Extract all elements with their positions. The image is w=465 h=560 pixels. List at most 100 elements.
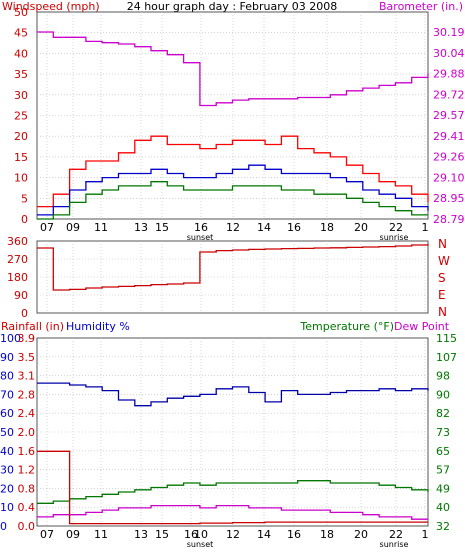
hour-tick-label: 16 [287,528,301,541]
humidity-tick-label: 80 [0,370,14,383]
rainfall-tick-label: 3.9 [18,332,36,345]
rainfall-tick-label: 2.4 [18,407,36,420]
wind-gust-line [37,135,429,208]
rainfall-tick-label: 3.5 [18,351,36,364]
wind-average-line [37,164,429,216]
temperature-tick-label: 32 [436,520,450,533]
sunset-marker: sunset [187,540,214,549]
rainfall-tick-label: 0.4 [18,501,36,514]
windspeed-tick-label: 30 [14,89,28,102]
humidity-tick-label: 100 [0,332,21,345]
hour-tick-label: 22 [389,528,403,541]
windspeed-tick-label: 10 [14,172,28,185]
windspeed-tick-label: 25 [14,110,28,123]
hour-tick-label: 16 [287,221,301,234]
hour-tick-label: 09 [66,528,80,541]
hour-tick-label: 12 [226,528,240,541]
hour-tick-label: 09 [66,221,80,234]
temperature-tick-label: 40 [436,501,450,514]
humidity-axis-label: Humidity % [66,320,130,333]
hour-tick-label: 18 [320,528,334,541]
hour-tick-label: 11 [94,221,108,234]
temperature-tick-label: 90 [436,388,450,401]
direction-tick-label: 90 [14,289,28,302]
humidity-tick-label: 90 [0,351,14,364]
barometer-tick-label: 28.79 [433,213,465,226]
rainfall-tick-label: 3.1 [18,370,36,383]
direction-tick-label: 270 [7,253,28,266]
humidity-tick-label: 70 [0,388,14,401]
rainfall-tick-label: 1.2 [18,464,36,477]
hour-tick-label: 18 [320,221,334,234]
barometer-tick-label: 29.72 [433,88,465,101]
hour-tick-label: 16 [184,528,198,541]
temperature-tick-label: 115 [436,332,457,345]
direction-tick-label: 0 [21,307,28,320]
rainfall-tick-label: 1.6 [18,445,36,458]
temperature-tick-label: 107 [436,351,457,364]
wind-direction-line [37,244,429,291]
wind-low-line [37,181,428,220]
humidity-tick-label: 30 [0,464,14,477]
humidity-line [37,382,429,407]
barometer-tick-label: 30.04 [433,47,465,60]
hour-tick-label: 20 [354,221,368,234]
humidity-tick-label: 20 [0,482,14,495]
barometer-axis-label: Barometer (in.) [379,0,463,13]
rainfall-tick-label: 0.8 [18,482,36,495]
direction-tick-label: 360 [7,235,28,248]
humidity-tick-label: 60 [0,407,14,420]
hour-tick-label: 14 [257,221,271,234]
windspeed-tick-label: 50 [14,6,28,19]
humidity-tick-label: 10 [0,501,14,514]
hour-tick-label: 15 [155,221,169,234]
hour-tick-label: 15 [155,528,169,541]
temperature-tick-label: 82 [436,407,450,420]
temperature-tick-label: 49 [436,482,450,495]
barometer-line [37,31,429,107]
dewpoint-axis-label: Dew Point [394,320,450,333]
hour-tick-label: 1 [422,528,429,541]
windspeed-tick-label: 0 [21,213,28,226]
windspeed-tick-label: 5 [21,192,28,205]
chart-title: 24 hour graph day : February 03 2008 [127,0,338,13]
rainfall-axis-label: Rainfall (in) [1,320,64,333]
hour-tick-label: 20 [354,528,368,541]
rainfall-tick-label: 2.0 [18,426,36,439]
hour-tick-label: 16 [194,221,208,234]
barometer-tick-label: 29.41 [433,130,465,143]
sunrise-marker: sunrise [380,540,409,549]
compass-label: N [438,305,447,319]
hour-tick-label: 13 [134,528,148,541]
temperature-line [37,480,429,504]
windspeed-tick-label: 45 [14,27,28,40]
barometer-tick-label: 29.88 [433,68,465,81]
compass-label: W [438,254,450,268]
humidity-tick-label: 40 [0,445,14,458]
barometer-tick-label: 28.95 [433,192,465,205]
rainfall-tick-label: 0.0 [18,520,36,533]
dewpoint-line [37,504,428,520]
humidity-tick-label: 50 [0,426,14,439]
hour-tick-label: 1 [422,221,429,234]
temperature-tick-label: 57 [436,464,450,477]
windspeed-tick-label: 35 [14,68,28,81]
barometer-tick-label: 29.26 [433,151,465,164]
barometer-tick-label: 30.19 [433,26,465,39]
temperature-tick-label: 73 [436,426,450,439]
hour-tick-label: 10 [194,528,208,541]
barometer-tick-label: 29.10 [433,171,465,184]
windspeed-tick-label: 15 [14,151,28,164]
compass-label: N [438,237,447,251]
temperature-axis-label: Temperature (°F) [299,320,394,333]
hour-tick-label: 07 [40,221,54,234]
windspeed-axis-label: Windspeed (mph) [2,0,100,13]
hour-tick-label: 11 [94,528,108,541]
temperature-tick-label: 98 [436,370,450,383]
sunrise-marker: sunrise [380,233,409,242]
hour-tick-label: 22 [389,221,403,234]
humidity-tick-label: 0 [0,520,7,533]
hour-tick-label: 07 [40,528,54,541]
barometer-tick-label: 29.57 [433,109,465,122]
